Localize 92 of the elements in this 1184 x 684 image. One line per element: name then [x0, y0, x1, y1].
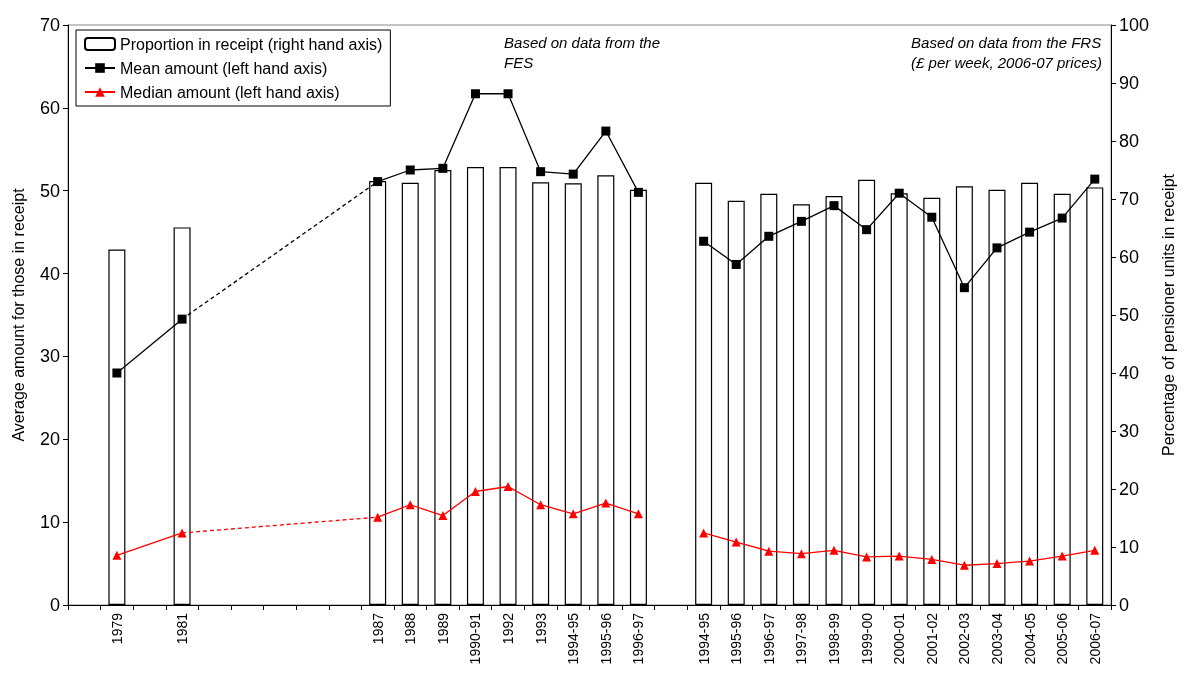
x-tick-label: 1979 — [108, 612, 125, 645]
y-axis-title: Average amount for those in receipt — [9, 187, 27, 442]
x-tick-label: 1996-97 — [630, 612, 647, 665]
x-tick-label: 1999-00 — [858, 612, 875, 665]
x-tick-label: 1997-98 — [793, 612, 810, 665]
legend-label: Proportion in receipt (right hand axis) — [120, 35, 383, 53]
annotation: Based on data from the FRS (£ per week, 2006-07 prices) — [911, 33, 1103, 71]
x-tick-label: 2005-06 — [1054, 612, 1071, 665]
y2-tick-label: 50 — [1119, 305, 1140, 325]
point — [959, 560, 969, 570]
x-tick-label: 1988 — [402, 612, 419, 645]
point — [503, 482, 513, 492]
x-tick-label: 1994-95 — [565, 612, 582, 665]
point — [829, 201, 839, 211]
y-tick-label: 30 — [39, 346, 60, 367]
point — [438, 511, 448, 521]
point — [633, 509, 643, 519]
legend-label: Median amount (left hand axis) — [120, 83, 340, 101]
point — [601, 498, 611, 508]
point — [470, 89, 480, 99]
y-tick-label: 40 — [39, 263, 60, 284]
x-tick-label: 1989 — [434, 612, 451, 645]
point — [1025, 556, 1035, 566]
point — [796, 549, 806, 559]
point — [894, 188, 904, 198]
y-tick-label: 10 — [39, 512, 60, 533]
point — [796, 216, 806, 226]
point — [405, 165, 415, 175]
y2-tick-label: 40 — [1119, 363, 1140, 383]
x-tick-label: 2004-05 — [1021, 612, 1038, 665]
point — [731, 537, 741, 547]
annotation: Based on data from the FES — [504, 33, 660, 71]
y-tick-label: 20 — [39, 429, 60, 450]
point — [470, 486, 480, 496]
point — [764, 231, 774, 241]
point — [373, 177, 383, 187]
point — [601, 126, 611, 136]
point — [894, 551, 904, 561]
y2-tick-label: 100 — [1119, 15, 1150, 35]
point — [536, 500, 546, 510]
point — [927, 212, 937, 222]
x-tick-label: 2001-02 — [923, 612, 940, 665]
point — [927, 554, 937, 564]
point — [992, 243, 1002, 253]
point — [112, 368, 122, 378]
point — [862, 225, 872, 235]
x-tick-label: 1987 — [369, 612, 386, 645]
x-tick-label: 1995-96 — [597, 612, 614, 665]
point — [764, 546, 774, 556]
point — [1057, 551, 1067, 561]
point — [177, 314, 187, 324]
x-tick-label: 1998-99 — [826, 612, 842, 665]
x-tick-label: 1993 — [532, 612, 549, 645]
point — [992, 559, 1002, 569]
point — [699, 236, 709, 246]
x-tick-label: 1994-95 — [695, 612, 712, 665]
point — [373, 512, 383, 522]
x-tick-label: 2000-01 — [891, 612, 908, 665]
point — [633, 187, 643, 197]
point — [568, 169, 578, 179]
point — [1025, 227, 1035, 237]
y2-tick-label: 90 — [1119, 73, 1140, 93]
y2-tick-label: 10 — [1119, 537, 1140, 557]
x-tick-label: 1995-96 — [728, 612, 745, 665]
x-tick-label: 2002-03 — [956, 612, 973, 665]
y2-tick-label: 60 — [1119, 247, 1140, 267]
y2-tick-label: 70 — [1119, 189, 1140, 209]
point — [536, 167, 546, 177]
y2-tick-label: 20 — [1119, 479, 1140, 499]
point — [959, 283, 969, 293]
legend-label: Mean amount (left hand axis) — [120, 59, 328, 77]
x-tick-label: 1990-91 — [467, 612, 484, 665]
y2-axis-title: Percentage of pensioner units in receipt — [1159, 173, 1177, 456]
point — [438, 163, 448, 173]
point — [731, 259, 741, 269]
y-tick-label: 60 — [39, 97, 60, 118]
y2-tick-label: 30 — [1119, 421, 1140, 441]
y2-tick-label: 0 — [1119, 595, 1130, 615]
point — [1057, 213, 1067, 223]
x-tick-label: 1996-97 — [760, 612, 777, 665]
point — [503, 89, 513, 99]
x-tick-label: 2003-04 — [988, 612, 1005, 665]
point — [1090, 545, 1100, 555]
x-tick-label: 1992 — [500, 612, 517, 645]
point — [1090, 174, 1100, 184]
y-tick-label: 0 — [49, 595, 60, 615]
x-tick-label: 2006-07 — [1086, 612, 1103, 665]
y-tick-label: 50 — [39, 180, 60, 201]
y2-tick-label: 80 — [1119, 131, 1140, 151]
y-tick-label: 70 — [39, 15, 60, 35]
point — [829, 545, 839, 555]
x-tick-label: 1981 — [174, 612, 191, 645]
